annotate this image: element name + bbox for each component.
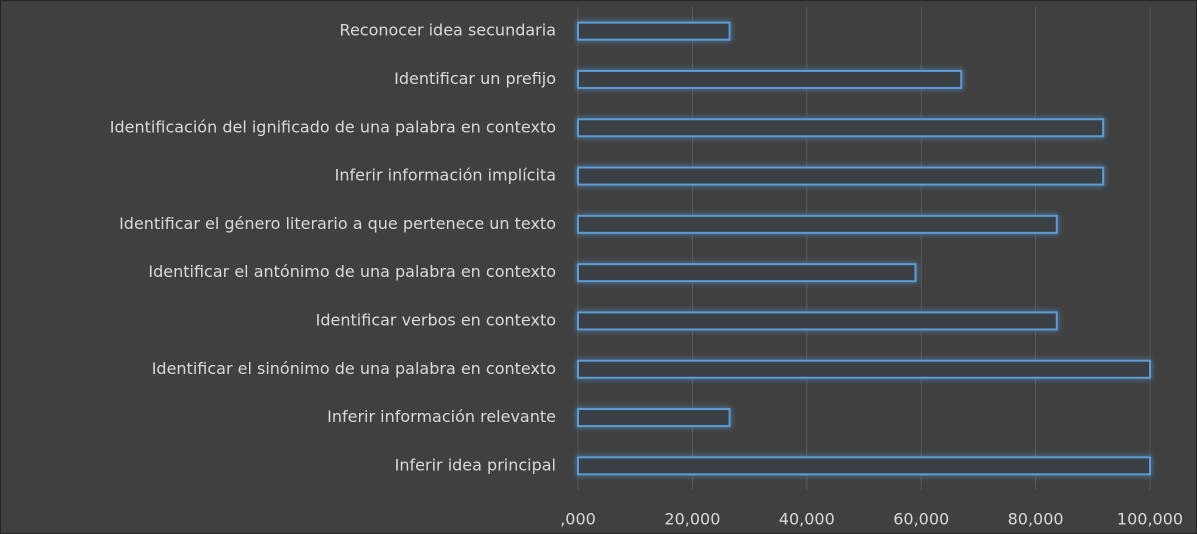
bar [577,166,1105,186]
y-tick-label: Inferir idea principal [395,455,556,474]
bar [577,263,917,283]
y-tick-label: Identificar un prefijo [394,69,556,88]
bar [577,456,1151,476]
x-tick-label: 20,000 [664,510,720,529]
bar [577,311,1058,331]
y-tick-label: Reconocer idea secundaria [340,21,556,40]
y-tick-label: Identificar verbos en contexto [316,310,556,329]
bar [577,118,1105,138]
y-tick-label: Identificar el antónimo de una palabra e… [148,262,556,281]
bar [577,69,963,89]
y-tick-label: Inferir información implícita [335,166,556,185]
x-tick-label: 40,000 [779,510,835,529]
x-tick-label: 80,000 [1008,510,1064,529]
y-tick-label: Identificación del ignificado de una pal… [110,117,556,136]
y-tick-label: Identificar el género literario a que pe… [119,214,556,233]
y-tick-label: Inferir información relevante [327,407,556,426]
bar [577,359,1151,379]
bar [577,408,731,428]
y-tick-label: Identificar el sinónimo de una palabra e… [152,359,556,378]
x-tick-label: ,000 [560,510,596,529]
x-tick-label: 60,000 [893,510,949,529]
bar [577,214,1058,234]
bar [577,21,731,41]
x-tick-label: 100,000 [1117,510,1183,529]
